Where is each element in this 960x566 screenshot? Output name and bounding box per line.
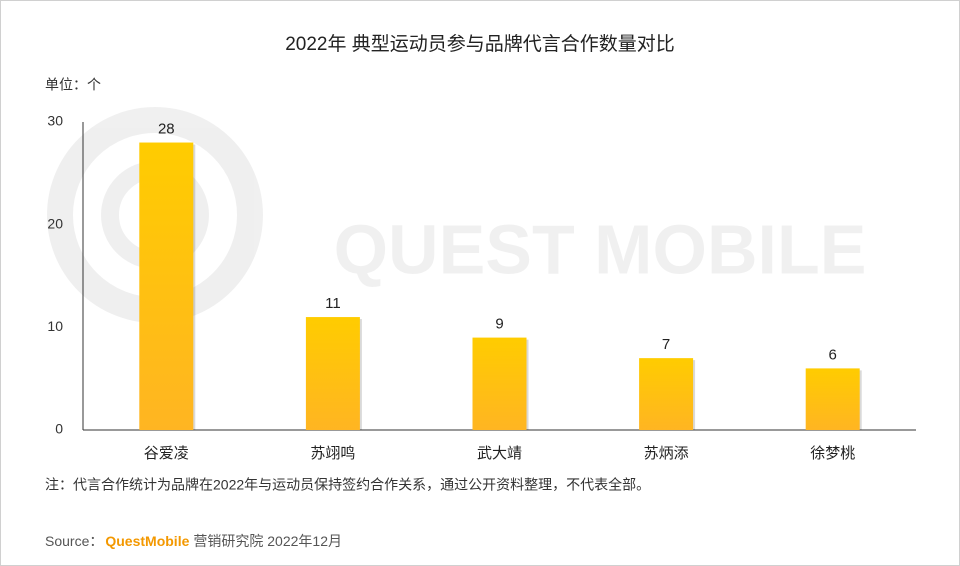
y-tick-label: 20 — [47, 215, 63, 231]
source-brand: QuestMobile — [105, 533, 189, 549]
note: 注：代言合作统计为品牌在2022年与运动员保持签约合作关系，通过公开资料整理，不… — [45, 477, 650, 493]
y-tick-label: 0 — [55, 421, 63, 437]
bar — [805, 368, 860, 430]
data-label: 11 — [325, 295, 341, 312]
bar — [472, 337, 527, 430]
data-label: 28 — [158, 121, 175, 138]
x-tick-label: 武大靖 — [477, 445, 522, 462]
bar — [139, 142, 194, 431]
bar — [639, 358, 694, 430]
bar — [305, 317, 360, 430]
x-tick-label: 苏炳添 — [644, 445, 689, 462]
x-tick-label: 谷爱凌 — [144, 445, 189, 462]
y-tick-label: 30 — [47, 113, 63, 129]
data-label: 7 — [662, 336, 670, 353]
watermark: QUEST MOBILE — [334, 210, 867, 288]
x-tick-label: 苏翊鸣 — [310, 445, 355, 462]
source-suffix: 营销研究院 2022年12月 — [193, 533, 342, 549]
x-tick-label: 徐梦桃 — [810, 445, 855, 462]
data-label: 9 — [495, 316, 503, 333]
data-label: 6 — [829, 346, 837, 363]
unit-label: 单位：个 — [45, 77, 101, 93]
y-tick-label: 10 — [47, 318, 63, 334]
source: Source： QuestMobile 营销研究院 2022年12月 — [45, 533, 342, 549]
chart-title: 2022年 典型运动员参与品牌代言合作数量对比 — [285, 33, 675, 55]
source-prefix: Source： — [45, 533, 103, 549]
